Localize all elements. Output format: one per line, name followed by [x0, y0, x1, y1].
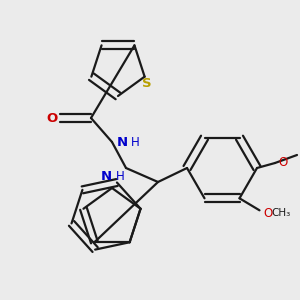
Text: O: O	[263, 207, 272, 220]
Text: H: H	[130, 136, 140, 149]
Text: N: N	[100, 169, 112, 182]
Text: N: N	[116, 136, 128, 149]
Text: O: O	[278, 157, 288, 169]
Text: S: S	[142, 77, 152, 90]
Text: H: H	[116, 169, 124, 182]
Text: O: O	[46, 112, 58, 124]
Text: CH₃: CH₃	[272, 208, 291, 218]
